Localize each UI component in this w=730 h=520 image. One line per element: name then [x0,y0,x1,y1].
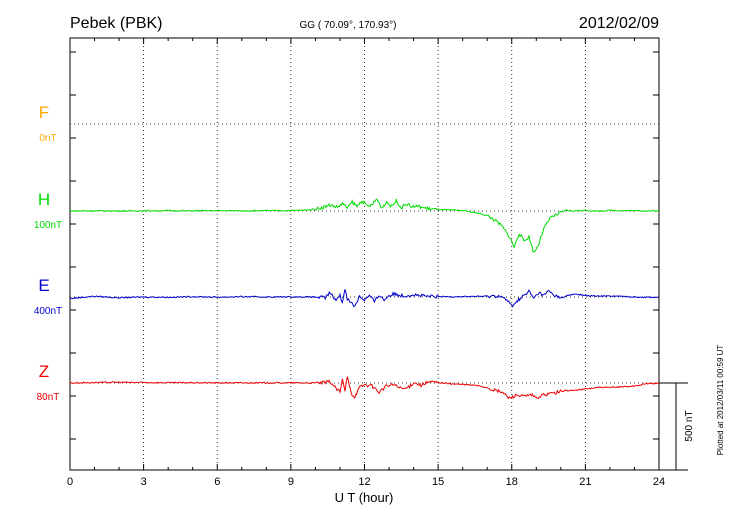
x-tick-label: 0 [67,476,73,488]
station-title: Pebek (PBK) [70,15,162,32]
scale-bar: 500 nT [659,382,695,471]
x-tick-label: 21 [579,476,591,488]
x-tick-label: 18 [506,476,518,488]
series-scale-z: 80nT [37,392,60,403]
plotted-timestamp: Plotted at 2012/03/11 00:59 UT [716,345,725,456]
grid [70,38,659,470]
series-group [69,198,660,400]
x-tick-label: 12 [358,476,370,488]
series-labels: F 0nT H 100nT E 400nT Z 80nT [34,103,62,403]
x-tick-label: 6 [214,476,220,488]
axis-ticks: 0 3 6 9 12 15 18 21 24 [67,38,665,488]
x-tick-label: 15 [432,476,444,488]
series-label-h: H [38,190,50,209]
scale-bar-label: 500 nT [684,410,695,441]
series-label-z: Z [39,362,49,381]
x-tick-label: 9 [288,476,294,488]
series-line-z [69,376,659,400]
x-axis-title: U T (hour) [335,490,394,505]
series-scale-e: 400nT [34,306,62,317]
plot-date: 2012/02/09 [579,15,659,32]
x-tick-label: 3 [141,476,147,488]
x-tick-label: 24 [653,476,665,488]
series-line-e [69,289,660,308]
series-scale-f: 0nT [39,133,56,144]
series-label-f: F [39,103,49,122]
series-label-e: E [38,276,49,295]
series-line-h [69,198,660,253]
series-scale-h: 100nT [34,220,62,231]
geo-coordinates: GG ( 70.09°, 170.93°) [300,20,397,31]
